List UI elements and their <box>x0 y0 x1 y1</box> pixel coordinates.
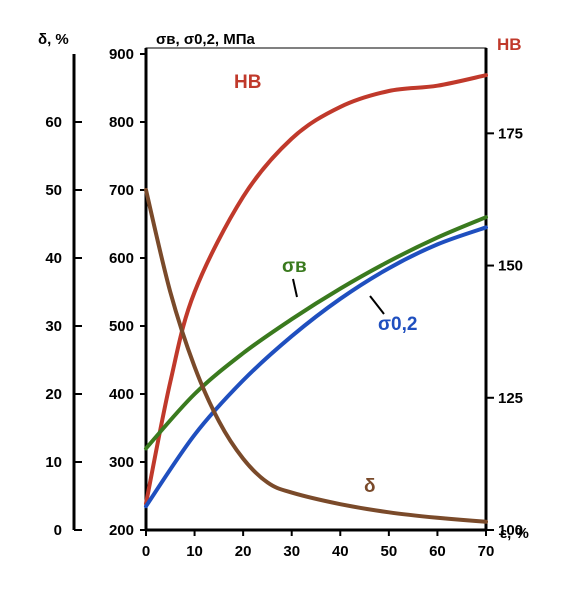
elongation-axis-title: δ, % <box>38 31 69 48</box>
x-tick-label: 0 <box>142 543 150 560</box>
series-line-delta <box>144 188 488 524</box>
x-ticks: 0 10 20 30 40 50 60 70 <box>142 530 495 560</box>
x-tick-label: 40 <box>332 543 349 560</box>
x-tick-label: 60 <box>429 543 446 560</box>
elongation-tick-label: 30 <box>45 318 62 335</box>
elongation-tick-label: 60 <box>45 114 62 131</box>
stress-ticks: 200 300 400 500 600 700 800 900 <box>109 46 146 539</box>
stress-tick-label: 900 <box>109 46 134 63</box>
elongation-tick-label: 50 <box>45 182 62 199</box>
label-sigma-02: σ0,2 <box>378 314 417 335</box>
stress-tick-label: 800 <box>109 114 134 131</box>
hardness-tick-label: 150 <box>498 258 523 275</box>
stress-tick-label: 200 <box>109 522 134 539</box>
elongation-tick-label: 0 <box>54 522 62 539</box>
series-line-hb <box>144 73 488 506</box>
x-tick-label: 50 <box>381 543 398 560</box>
hardness-tick-label: 125 <box>498 390 523 407</box>
elongation-tick-label: 10 <box>45 454 62 471</box>
hardness-axis-title: НВ <box>497 35 522 54</box>
leader-sigma-02 <box>369 295 385 315</box>
label-hb: НВ <box>234 72 261 93</box>
stress-tick-label: 500 <box>109 318 134 335</box>
x-tick-label: 20 <box>235 543 252 560</box>
label-sigma-b: σв <box>282 256 307 277</box>
hardness-tick-label: 175 <box>498 125 523 142</box>
stress-tick-label: 300 <box>109 454 134 471</box>
x-tick-label: 70 <box>478 543 495 560</box>
hardness-tick-label: 100 <box>498 522 523 539</box>
series-line-sigma-02 <box>144 225 488 509</box>
stress-axis-title: σв, σ0,2, МПа <box>156 31 256 48</box>
elongation-ticks: 0 10 20 30 40 50 60 <box>45 114 82 539</box>
elongation-tick-label: 40 <box>45 250 62 267</box>
x-tick-label: 30 <box>283 543 300 560</box>
stress-tick-label: 600 <box>109 250 134 267</box>
label-delta: δ <box>364 476 376 497</box>
stress-tick-label: 700 <box>109 182 134 199</box>
leader-sigma-b <box>292 278 298 298</box>
x-axis-title: ε, % <box>500 525 529 542</box>
series-lines <box>144 73 488 524</box>
series-line-sigma-b <box>144 215 488 451</box>
stress-tick-label: 400 <box>109 386 134 403</box>
hardness-ticks: 100 125 150 175 <box>486 125 523 539</box>
x-tick-label: 10 <box>186 543 203 560</box>
elongation-tick-label: 20 <box>45 386 62 403</box>
